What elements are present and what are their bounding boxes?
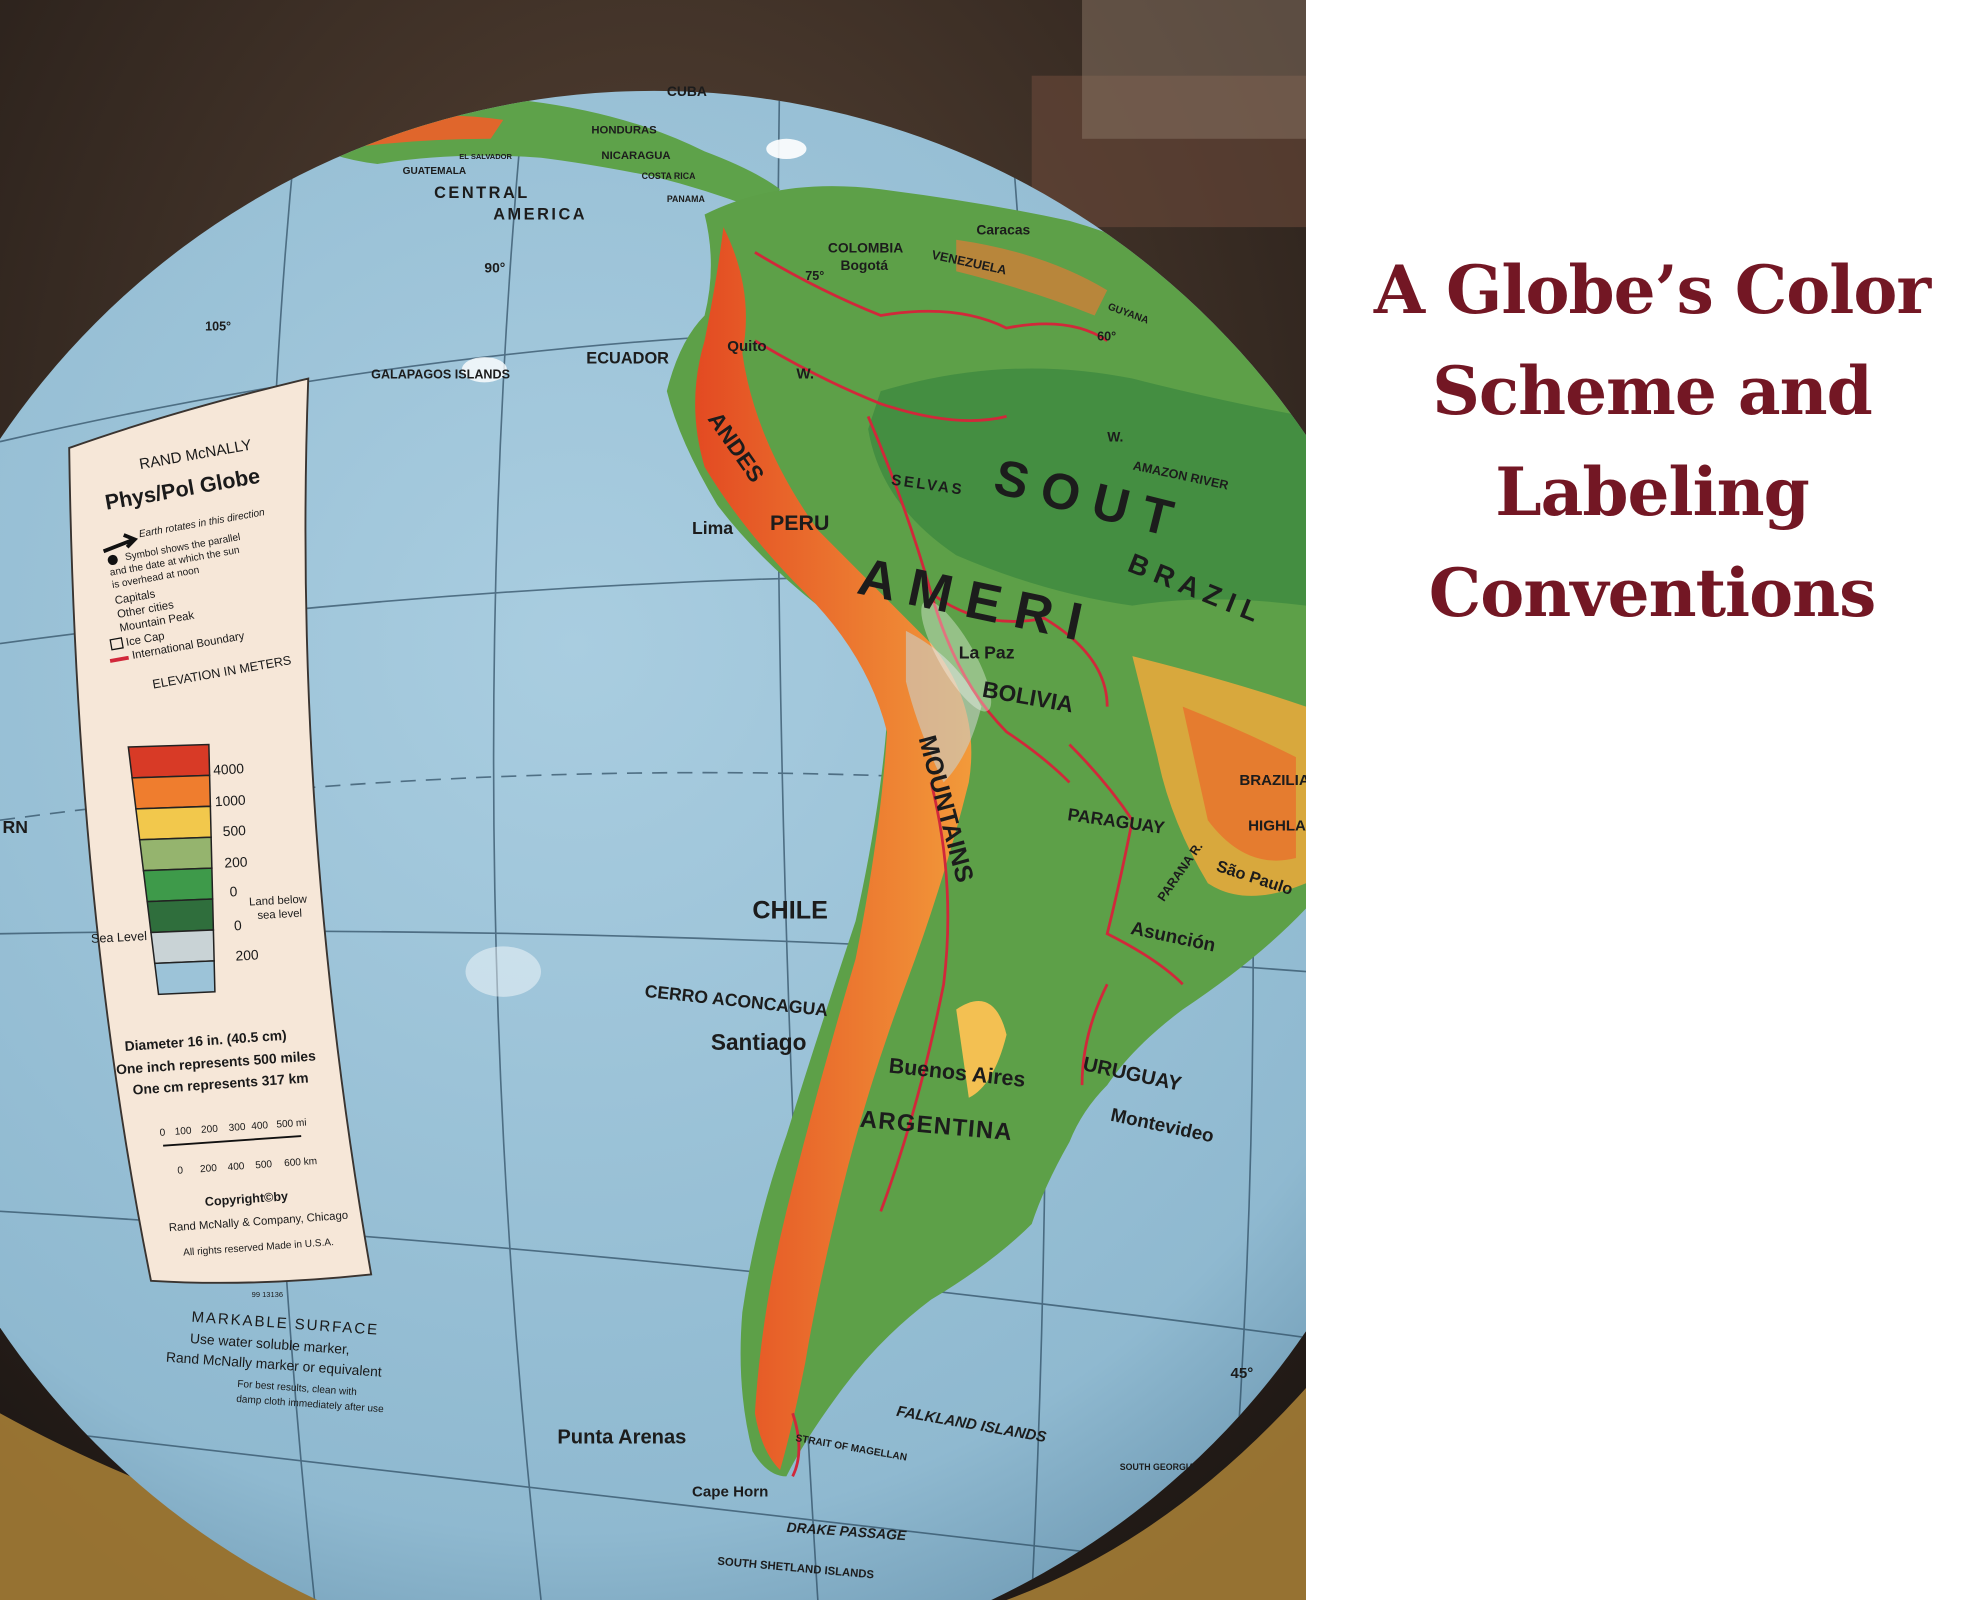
svg-text:500: 500 — [222, 822, 246, 839]
svg-text:400: 400 — [251, 1120, 269, 1132]
label-brazilian: BRAZILIA — [1239, 772, 1306, 789]
title-line: Conventions — [1428, 554, 1877, 632]
label-panama: PANAMA — [667, 194, 706, 204]
elevation-band — [135, 805, 212, 841]
label-cape-horn: Cape Horn — [692, 1484, 768, 1501]
label-la-paz: La Paz — [959, 643, 1015, 663]
svg-text:99 13136: 99 13136 — [252, 1290, 283, 1299]
label-caracas: Caracas — [976, 222, 1030, 238]
svg-text:500: 500 — [255, 1159, 273, 1171]
svg-text:200: 200 — [201, 1124, 219, 1136]
label-america: AMERICA — [493, 206, 587, 224]
international-boundaries — [754, 251, 1184, 1477]
label-bogota: Bogotá — [840, 257, 888, 273]
label-santiago: Santiago — [711, 1029, 807, 1055]
boundary-icon — [109, 655, 130, 663]
svg-text:600 km: 600 km — [284, 1156, 318, 1169]
label-horn-edge: RN — [3, 817, 28, 837]
label-chile: CHILE — [752, 897, 827, 925]
ice-cap-icon — [109, 637, 124, 651]
svg-text:Land below: Land below — [249, 893, 308, 908]
label-el-salvador: EL SALVADOR — [459, 152, 512, 161]
elevation-band — [138, 836, 213, 872]
elevation-band — [153, 960, 216, 996]
svg-text:500 mi: 500 mi — [276, 1118, 307, 1131]
svg-text:200: 200 — [235, 946, 259, 963]
globe-legend: RAND McNALLY Phys/Pol Globe Earth rotate… — [68, 377, 373, 1299]
elevation-band — [131, 774, 212, 810]
svg-text:0: 0 — [159, 1127, 166, 1138]
svg-text:Copyright©by: Copyright©by — [204, 1189, 288, 1209]
rotation-arrow-icon — [102, 533, 139, 554]
slide-title: A Globe’s Color Scheme and Labeling Conv… — [1330, 240, 1974, 644]
elevation-scale — [127, 743, 216, 996]
elevation-band — [127, 743, 211, 779]
label-w1: W. — [796, 366, 814, 383]
label-lon-105: 105° — [205, 320, 231, 334]
label-lon-90: 90° — [484, 260, 505, 276]
svg-text:200: 200 — [200, 1163, 218, 1175]
label-south-georgia: SOUTH GEORGIA — [1120, 1462, 1195, 1472]
svg-text:1000: 1000 — [214, 792, 246, 810]
label-cuba: CUBA — [667, 83, 707, 99]
svg-text:sea level: sea level — [257, 908, 302, 922]
title-line: Scheme and — [1432, 352, 1873, 430]
svg-text:0: 0 — [234, 917, 243, 933]
label-honduras: HONDURAS — [591, 125, 657, 137]
globe-stand — [0, 1413, 604, 1600]
label-costa-rica: COSTA RICA — [642, 171, 696, 181]
label-guatemala: GUATEMALA — [403, 166, 467, 177]
svg-text:4000: 4000 — [213, 760, 245, 778]
label-highlands: HIGHLA — [1248, 817, 1306, 834]
scale-bar: 0 100 200 300 400 500 mi 0 200 400 500 6… — [159, 1118, 318, 1177]
label-galapagos: GALAPAGOS ISLANDS — [371, 368, 510, 382]
label-quito: Quito — [727, 338, 766, 355]
label-lat-45: 45° — [1231, 1365, 1254, 1382]
svg-text:0: 0 — [177, 1165, 184, 1176]
label-w2: W. — [1107, 429, 1123, 445]
elevation-band — [146, 898, 215, 934]
svg-text:200: 200 — [224, 853, 248, 870]
label-lon-75: 75° — [805, 269, 824, 283]
title-line: Labeling — [1495, 453, 1810, 531]
svg-text:0: 0 — [229, 883, 238, 899]
elevation-band — [142, 867, 214, 903]
title-line: A Globe’s Color — [1373, 251, 1931, 329]
label-punta-arenas: Punta Arenas — [557, 1427, 686, 1449]
andes-range — [695, 227, 972, 1471]
svg-text:400: 400 — [227, 1161, 245, 1173]
label-lon-60: 60° — [1097, 330, 1116, 344]
label-central: CENTRAL — [434, 184, 530, 202]
globe-photo: GUATEMALA EL SALVADOR HONDURAS NICARAGUA… — [0, 0, 1306, 1600]
label-colombia: COLOMBIA — [828, 239, 903, 255]
svg-text:100: 100 — [174, 1126, 192, 1138]
svg-text:Sea Level: Sea Level — [91, 929, 148, 946]
sun-symbol-icon — [107, 554, 118, 565]
label-lima: Lima — [692, 518, 733, 538]
label-peru: PERU — [770, 511, 829, 535]
label-ecuador: ECUADOR — [586, 349, 669, 367]
elevation-band — [150, 929, 215, 965]
svg-text:300: 300 — [228, 1122, 246, 1134]
label-nicaragua: NICARAGUA — [601, 150, 670, 162]
